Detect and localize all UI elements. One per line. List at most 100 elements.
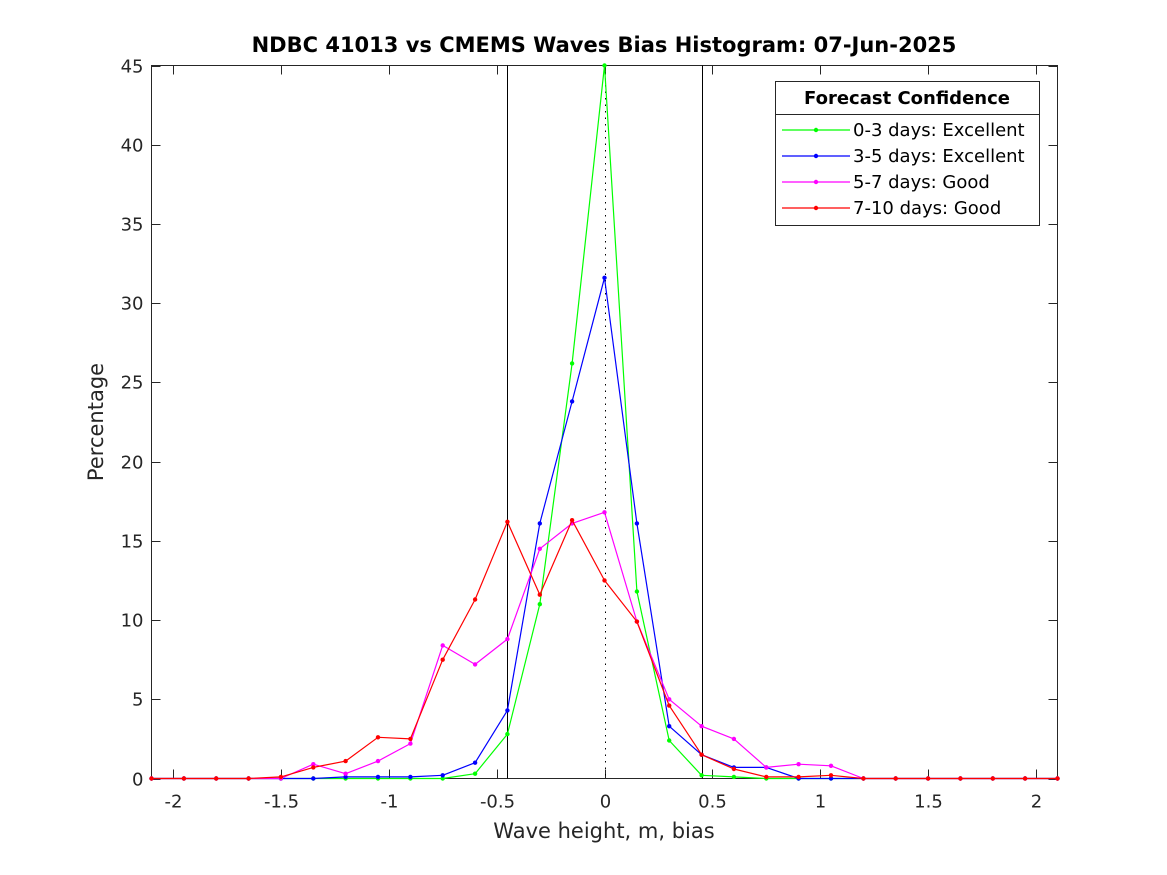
series xyxy=(149,518,1060,781)
data-point xyxy=(764,774,769,780)
data-point xyxy=(699,752,704,757)
y-tick-label: 0 xyxy=(132,770,143,791)
data-point xyxy=(311,765,316,770)
legend-swatch-marker xyxy=(813,153,819,159)
data-point xyxy=(796,774,801,780)
x-tick-label: 0 xyxy=(600,792,611,813)
y-tick-label: 10 xyxy=(121,611,144,632)
data-point xyxy=(505,636,510,642)
data-point xyxy=(861,776,866,781)
legend-entry-label: 5-7 days: Good xyxy=(853,172,990,193)
data-point xyxy=(343,771,348,776)
x-axis-label: Wave height, m, bias xyxy=(493,819,714,843)
data-point xyxy=(408,736,413,742)
y-tick-label: 30 xyxy=(121,294,144,315)
data-point xyxy=(311,776,316,781)
data-point xyxy=(440,776,445,781)
y-tick-label: 40 xyxy=(121,136,144,157)
data-point xyxy=(408,741,413,746)
data-point xyxy=(472,597,478,602)
x-tick-label: -1 xyxy=(381,792,399,813)
legend-entries: 0-3 days: Excellent 3-5 days: Excellent 5-… xyxy=(782,120,1025,219)
legend-swatch-marker xyxy=(813,205,819,211)
data-point xyxy=(796,762,801,767)
data-point xyxy=(634,619,640,624)
data-point xyxy=(343,774,348,780)
data-point xyxy=(828,776,834,781)
data-point xyxy=(375,774,381,780)
x-tick-label: -1.5 xyxy=(264,792,299,813)
data-point xyxy=(634,589,640,594)
legend-entry-label: 7-10 days: Good xyxy=(853,198,1001,219)
data-point xyxy=(149,776,154,781)
data-point xyxy=(893,776,898,781)
data-point xyxy=(375,735,381,740)
data-point xyxy=(602,510,607,515)
data-point xyxy=(537,602,542,607)
data-point xyxy=(990,776,995,781)
data-point xyxy=(569,518,575,523)
data-point xyxy=(569,399,575,404)
x-tick-label: 2 xyxy=(1031,792,1042,813)
x-tick-label: -0.5 xyxy=(480,792,515,813)
legend-swatch-marker xyxy=(813,179,819,185)
series-group xyxy=(149,63,1060,781)
data-point xyxy=(667,697,672,702)
y-tick-label: 45 xyxy=(121,57,144,78)
data-point xyxy=(1022,776,1028,781)
data-point xyxy=(537,592,542,597)
data-point xyxy=(602,275,607,280)
tick-marks xyxy=(151,65,1058,780)
legend: Forecast Confidence 0-3 days: Excellent 3… xyxy=(775,81,1040,226)
data-point xyxy=(602,578,607,583)
data-point xyxy=(667,703,672,708)
x-tick-label: 1 xyxy=(815,792,826,813)
data-point xyxy=(925,776,931,781)
data-point xyxy=(634,521,640,526)
data-point xyxy=(731,774,737,780)
legend-entry-label: 0-3 days: Excellent xyxy=(853,120,1025,141)
y-tick-label: 20 xyxy=(121,453,144,474)
data-point xyxy=(472,760,478,765)
data-point xyxy=(408,774,413,780)
data-point xyxy=(699,724,704,729)
y-tick-label: 5 xyxy=(132,690,143,711)
data-point xyxy=(214,776,219,781)
data-point xyxy=(667,724,672,729)
y-tick-label: 15 xyxy=(121,532,144,553)
data-point xyxy=(278,774,284,780)
data-point xyxy=(440,657,445,662)
data-point xyxy=(246,776,251,781)
data-point xyxy=(828,763,834,768)
legend-box xyxy=(775,81,1040,226)
x-tick-label: 0.5 xyxy=(698,792,727,813)
data-point xyxy=(343,758,348,764)
reference-lines xyxy=(507,65,703,779)
data-point xyxy=(828,773,834,778)
y-tick-labels: 0 5 10 15 20 25 30 35 40 45 xyxy=(121,57,144,791)
chart-title: NDBC 41013 vs CMEMS Waves Bias Histogram… xyxy=(252,33,957,57)
data-point xyxy=(699,773,704,778)
legend-entry-label: 3-5 days: Excellent xyxy=(853,146,1025,167)
data-point xyxy=(505,708,510,713)
data-point xyxy=(375,758,381,764)
data-point xyxy=(958,776,963,781)
data-point xyxy=(440,643,445,648)
y-tick-label: 35 xyxy=(121,215,144,236)
data-point xyxy=(181,776,187,781)
data-point xyxy=(569,361,575,366)
data-point xyxy=(764,765,769,770)
data-point xyxy=(440,773,445,778)
data-point xyxy=(311,762,316,767)
y-axis-label: Percentage xyxy=(84,363,108,481)
data-point xyxy=(731,766,737,772)
data-point xyxy=(505,731,510,737)
x-tick-labels: -2 -1.5 -1 -0.5 0 0.5 1 1.5 2 xyxy=(165,792,1043,813)
x-tick-label: -2 xyxy=(165,792,183,813)
data-point xyxy=(537,521,542,526)
data-point xyxy=(537,546,542,551)
data-point xyxy=(667,738,672,743)
x-tick-label: 1.5 xyxy=(914,792,943,813)
legend-title: Forecast Confidence xyxy=(804,88,1010,109)
data-point xyxy=(505,519,510,524)
